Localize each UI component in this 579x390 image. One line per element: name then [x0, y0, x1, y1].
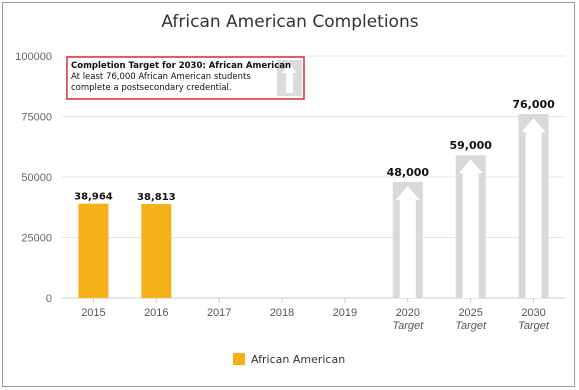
x-tick-sublabel: Target — [518, 320, 550, 332]
annotation-line-2: complete a postsecondary credential. — [71, 83, 232, 93]
x-tick-label: 2025 — [458, 307, 482, 319]
y-tick-label: 100000 — [15, 51, 52, 63]
bars: 38,964 38,813 48,000 59,000 76,000 — [74, 98, 555, 298]
y-tick-label: 50000 — [21, 172, 52, 184]
x-tick-label: 2018 — [270, 307, 294, 319]
bar — [141, 204, 172, 298]
legend-label: African American — [251, 353, 345, 366]
x-tick-sublabel: Target — [392, 320, 424, 332]
annotation-border — [66, 56, 305, 100]
legend: African American — [233, 353, 345, 366]
up-arrow-icon — [395, 185, 420, 298]
y-axis-ticks: 0 25000 50000 75000 100000 — [15, 51, 52, 305]
annotation-title: Completion Target for 2030: African Amer… — [71, 61, 291, 71]
chart-title: African American Completions — [161, 12, 418, 32]
x-tick-label: 2030 — [521, 307, 545, 319]
x-tick-label: 2015 — [81, 307, 105, 319]
bar — [78, 203, 109, 298]
x-tick-label: 2017 — [207, 307, 231, 319]
x-axis-ticks: 2015 2016 2017 2018 2019 2020Target2025Target… — [81, 298, 550, 332]
annotation-line-1: At least 76,000 African American student… — [71, 72, 251, 82]
up-arrow-icon — [282, 63, 297, 93]
y-tick-label: 75000 — [21, 112, 52, 124]
target-label: 76,000 — [512, 98, 555, 111]
legend-swatch — [233, 353, 245, 365]
x-tick-sublabel: Target — [455, 320, 487, 332]
y-tick-label: 0 — [46, 293, 52, 305]
data-label: 38,964 — [74, 192, 113, 203]
y-tick-label: 25000 — [21, 233, 52, 245]
x-tick-label: 2016 — [144, 307, 168, 319]
x-tick-label: 2020 — [396, 307, 420, 319]
up-arrow-icon — [521, 118, 546, 298]
target-label: 48,000 — [387, 166, 430, 179]
x-tick-label: 2019 — [333, 307, 357, 319]
annotation-box: Completion Target for 2030: African Amer… — [66, 56, 305, 100]
target-label: 59,000 — [449, 139, 492, 152]
data-label: 38,813 — [137, 192, 176, 203]
up-arrow-icon — [458, 159, 483, 298]
